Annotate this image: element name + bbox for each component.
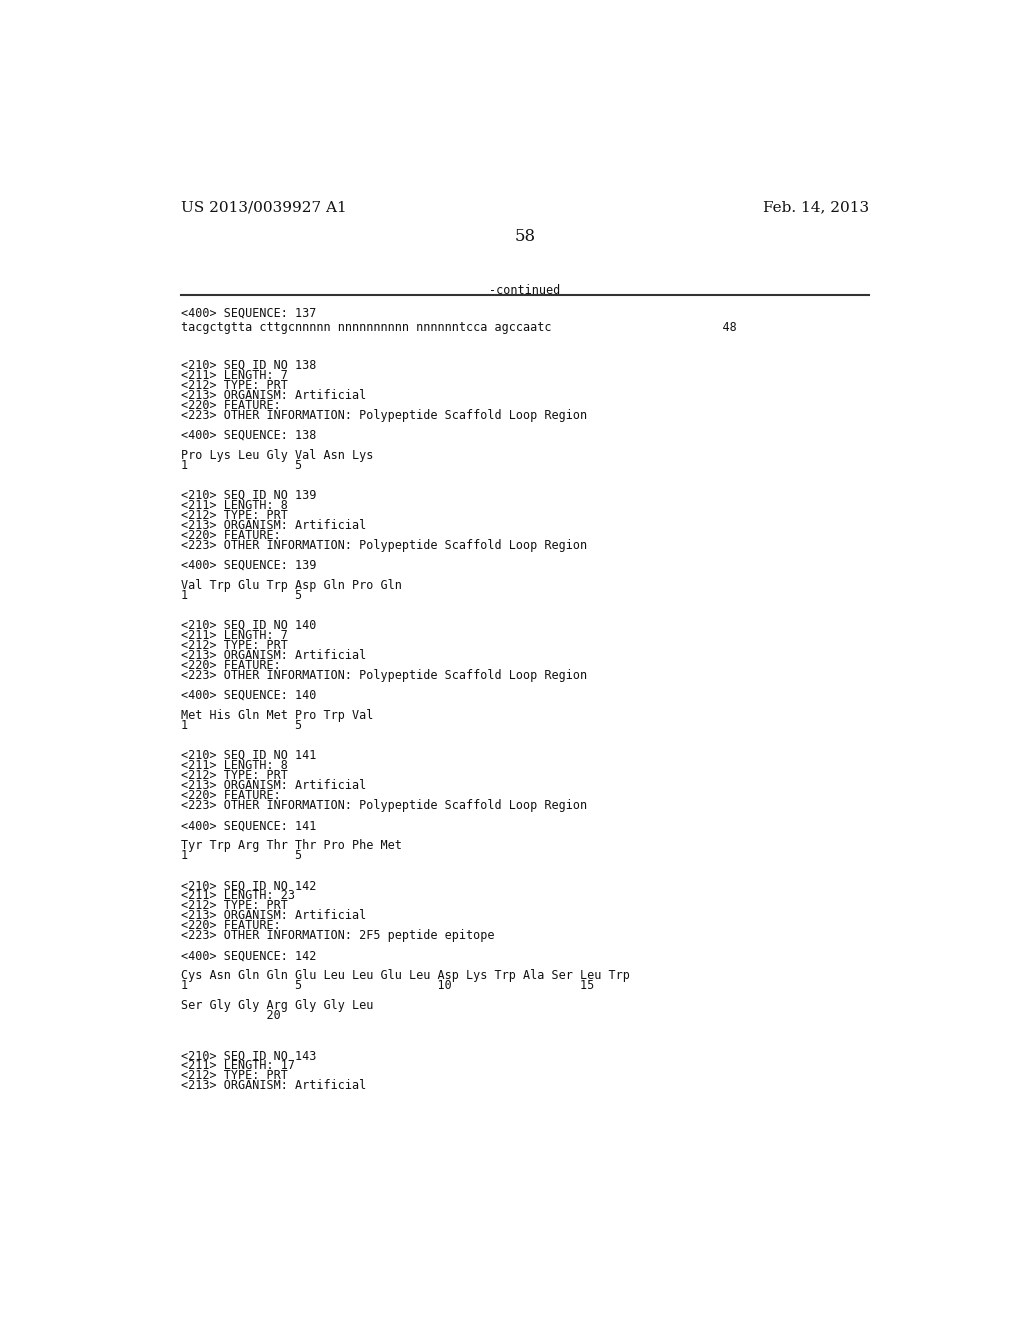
Text: -continued: -continued (489, 284, 560, 297)
Text: 58: 58 (514, 227, 536, 244)
Text: 20: 20 (180, 1010, 281, 1022)
Text: <220> FEATURE:: <220> FEATURE: (180, 919, 281, 932)
Text: <213> ORGANISM: Artificial: <213> ORGANISM: Artificial (180, 909, 366, 923)
Text: Feb. 14, 2013: Feb. 14, 2013 (763, 201, 869, 215)
Text: <212> TYPE: PRT: <212> TYPE: PRT (180, 770, 288, 781)
Text: <211> LENGTH: 8: <211> LENGTH: 8 (180, 759, 288, 772)
Text: Pro Lys Leu Gly Val Asn Lys: Pro Lys Leu Gly Val Asn Lys (180, 449, 373, 462)
Text: <210> SEQ ID NO 142: <210> SEQ ID NO 142 (180, 879, 316, 892)
Text: Ser Gly Gly Arg Gly Gly Leu: Ser Gly Gly Arg Gly Gly Leu (180, 999, 373, 1012)
Text: <213> ORGANISM: Artificial: <213> ORGANISM: Artificial (180, 519, 366, 532)
Text: <400> SEQUENCE: 142: <400> SEQUENCE: 142 (180, 949, 316, 962)
Text: <220> FEATURE:: <220> FEATURE: (180, 399, 281, 412)
Text: <220> FEATURE:: <220> FEATURE: (180, 789, 281, 803)
Text: <223> OTHER INFORMATION: Polypeptide Scaffold Loop Region: <223> OTHER INFORMATION: Polypeptide Sca… (180, 539, 587, 552)
Text: <400> SEQUENCE: 138: <400> SEQUENCE: 138 (180, 429, 316, 442)
Text: <220> FEATURE:: <220> FEATURE: (180, 659, 281, 672)
Text: <211> LENGTH: 8: <211> LENGTH: 8 (180, 499, 288, 512)
Text: <211> LENGTH: 7: <211> LENGTH: 7 (180, 368, 288, 381)
Text: <400> SEQUENCE: 140: <400> SEQUENCE: 140 (180, 689, 316, 702)
Text: Cys Asn Gln Gln Glu Leu Leu Glu Leu Asp Lys Trp Ala Ser Leu Trp: Cys Asn Gln Gln Glu Leu Leu Glu Leu Asp … (180, 969, 630, 982)
Text: <212> TYPE: PRT: <212> TYPE: PRT (180, 379, 288, 392)
Text: <211> LENGTH: 7: <211> LENGTH: 7 (180, 628, 288, 642)
Text: <223> OTHER INFORMATION: 2F5 peptide epitope: <223> OTHER INFORMATION: 2F5 peptide epi… (180, 929, 495, 942)
Text: <212> TYPE: PRT: <212> TYPE: PRT (180, 508, 288, 521)
Text: <212> TYPE: PRT: <212> TYPE: PRT (180, 1069, 288, 1082)
Text: <210> SEQ ID NO 138: <210> SEQ ID NO 138 (180, 359, 316, 372)
Text: <213> ORGANISM: Artificial: <213> ORGANISM: Artificial (180, 779, 366, 792)
Text: <223> OTHER INFORMATION: Polypeptide Scaffold Loop Region: <223> OTHER INFORMATION: Polypeptide Sca… (180, 799, 587, 812)
Text: 1               5: 1 5 (180, 589, 302, 602)
Text: Met His Gln Met Pro Trp Val: Met His Gln Met Pro Trp Val (180, 709, 373, 722)
Text: <210> SEQ ID NO 143: <210> SEQ ID NO 143 (180, 1049, 316, 1063)
Text: <211> LENGTH: 23: <211> LENGTH: 23 (180, 890, 295, 902)
Text: 1               5: 1 5 (180, 459, 302, 471)
Text: tacgctgtta cttgcnnnnn nnnnnnnnnn nnnnnntcca agccaatc                        48: tacgctgtta cttgcnnnnn nnnnnnnnnn nnnnnnt… (180, 321, 736, 334)
Text: 1               5: 1 5 (180, 849, 302, 862)
Text: <400> SEQUENCE: 137: <400> SEQUENCE: 137 (180, 308, 316, 319)
Text: <212> TYPE: PRT: <212> TYPE: PRT (180, 899, 288, 912)
Text: <210> SEQ ID NO 141: <210> SEQ ID NO 141 (180, 748, 316, 762)
Text: <213> ORGANISM: Artificial: <213> ORGANISM: Artificial (180, 649, 366, 661)
Text: <210> SEQ ID NO 139: <210> SEQ ID NO 139 (180, 488, 316, 502)
Text: <213> ORGANISM: Artificial: <213> ORGANISM: Artificial (180, 388, 366, 401)
Text: 1               5                   10                  15: 1 5 10 15 (180, 979, 594, 993)
Text: <213> ORGANISM: Artificial: <213> ORGANISM: Artificial (180, 1080, 366, 1093)
Text: <211> LENGTH: 17: <211> LENGTH: 17 (180, 1059, 295, 1072)
Text: <223> OTHER INFORMATION: Polypeptide Scaffold Loop Region: <223> OTHER INFORMATION: Polypeptide Sca… (180, 409, 587, 421)
Text: Tyr Trp Arg Thr Thr Pro Phe Met: Tyr Trp Arg Thr Thr Pro Phe Met (180, 840, 401, 853)
Text: <400> SEQUENCE: 139: <400> SEQUENCE: 139 (180, 558, 316, 572)
Text: <220> FEATURE:: <220> FEATURE: (180, 529, 281, 541)
Text: <212> TYPE: PRT: <212> TYPE: PRT (180, 639, 288, 652)
Text: US 2013/0039927 A1: US 2013/0039927 A1 (180, 201, 346, 215)
Text: Val Trp Glu Trp Asp Gln Pro Gln: Val Trp Glu Trp Asp Gln Pro Gln (180, 578, 401, 591)
Text: <223> OTHER INFORMATION: Polypeptide Scaffold Loop Region: <223> OTHER INFORMATION: Polypeptide Sca… (180, 669, 587, 682)
Text: <210> SEQ ID NO 140: <210> SEQ ID NO 140 (180, 619, 316, 632)
Text: 1               5: 1 5 (180, 719, 302, 733)
Text: <400> SEQUENCE: 141: <400> SEQUENCE: 141 (180, 818, 316, 832)
